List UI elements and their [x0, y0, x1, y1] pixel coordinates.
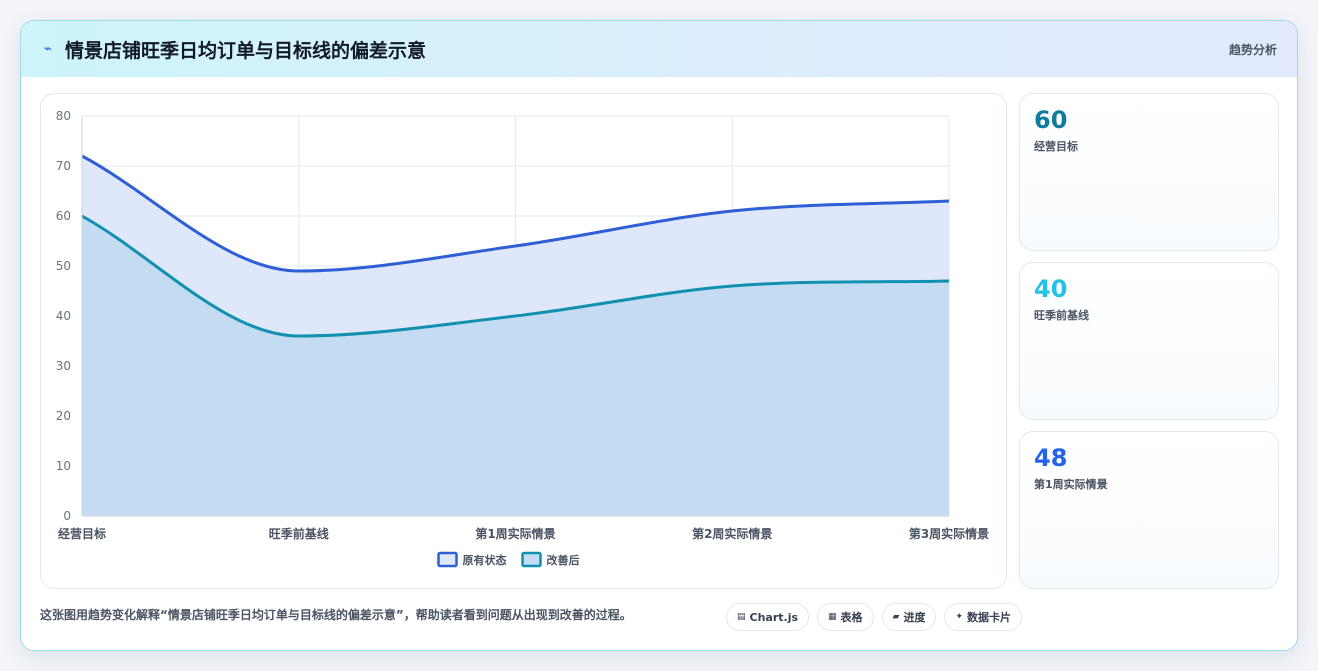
chart-panel: 0 10 20 30 40 50 60 70 80 经营目标 旺季前基线 第1周实际情景 第2周实际情景…: [40, 93, 1007, 589]
chip-progress[interactable]: ▰ 进度: [881, 603, 937, 631]
stat-card-target: 60 经营目标: [1019, 93, 1279, 251]
sparkle-icon: ✦: [955, 612, 964, 622]
chip-chartjs[interactable]: ▤ Chart.js: [726, 603, 810, 631]
area-chart: 0 10 20 30 40 50 60 70 80 经营目标 旺季前基线 第1周实际情景 第2周实际情景…: [56, 109, 989, 568]
legend-swatch: [521, 551, 542, 568]
chip-label: 进度: [903, 611, 926, 624]
x-tick-label: 第1周实际情景: [475, 526, 555, 541]
y-tick-label: 10: [56, 459, 71, 473]
title-wrap: ⌁ 情景店铺旺季日均订单与目标线的偏差示意: [41, 36, 426, 63]
y-tick-label: 80: [56, 109, 71, 123]
progress-icon: ▰: [892, 612, 900, 622]
stat-label: 旺季前基线: [1034, 309, 1089, 322]
stat-card-week1: 48 第1周实际情景: [1019, 431, 1279, 589]
series-line-2: [81, 214, 950, 338]
legend-label: 原有状态: [463, 553, 507, 567]
series-area-2: [82, 216, 949, 516]
header-tag: 趋势分析: [1228, 42, 1277, 57]
chart-icon: ▤: [737, 612, 746, 622]
stat-value: 60: [1034, 106, 1068, 134]
chip-label: 表格: [840, 611, 863, 624]
stat-label: 第1周实际情景: [1034, 478, 1108, 491]
chip-table[interactable]: ▦ 表格: [817, 603, 874, 631]
trend-line-icon: ⌁: [43, 41, 53, 57]
x-tick-label: 第2周实际情景: [692, 526, 772, 541]
page-title: 情景店铺旺季日均订单与目标线的偏差示意: [65, 39, 427, 62]
dashboard-card: ⌁ 情景店铺旺季日均订单与目标线的偏差示意 趋势分析 0 10 20 30 40 50 60…: [20, 20, 1298, 651]
table-icon: ▦: [828, 612, 837, 622]
y-tick-label: 40: [56, 309, 71, 323]
chart-description: 这张图用趋势变化解释“情景店铺旺季日均订单与目标线的偏差示意”，帮助读者看到问题…: [40, 608, 632, 622]
series-line-1: [81, 154, 950, 273]
x-tick-label: 旺季前基线: [269, 526, 329, 541]
stat-value: 40: [1034, 275, 1068, 303]
x-tick-label: 第3周实际情景: [909, 526, 989, 541]
y-tick-label: 30: [56, 359, 71, 373]
y-tick-label: 60: [56, 209, 71, 223]
legend-label: 改善后: [547, 553, 580, 567]
chip-label: Chart.js: [749, 610, 799, 624]
chip-group: ▤ Chart.js ▦ 表格 ▰ 进度 ✦ 数据卡片: [726, 603, 1030, 631]
x-tick-label: 经营目标: [58, 526, 106, 541]
y-tick-label: 70: [56, 159, 71, 173]
card-header: ⌁ 情景店铺旺季日均订单与目标线的偏差示意 趋势分析: [21, 21, 1297, 77]
y-tick-label: 50: [56, 259, 71, 273]
y-tick-label: 0: [63, 509, 71, 523]
stat-value: 48: [1034, 444, 1068, 472]
chip-data-card[interactable]: ✦ 数据卡片: [944, 603, 1023, 631]
chip-label: 数据卡片: [967, 611, 1012, 624]
y-tick-label: 20: [56, 409, 71, 423]
stat-card-baseline: 40 旺季前基线: [1019, 262, 1279, 420]
stat-label: 经营目标: [1034, 140, 1078, 153]
legend-swatch: [437, 551, 458, 568]
